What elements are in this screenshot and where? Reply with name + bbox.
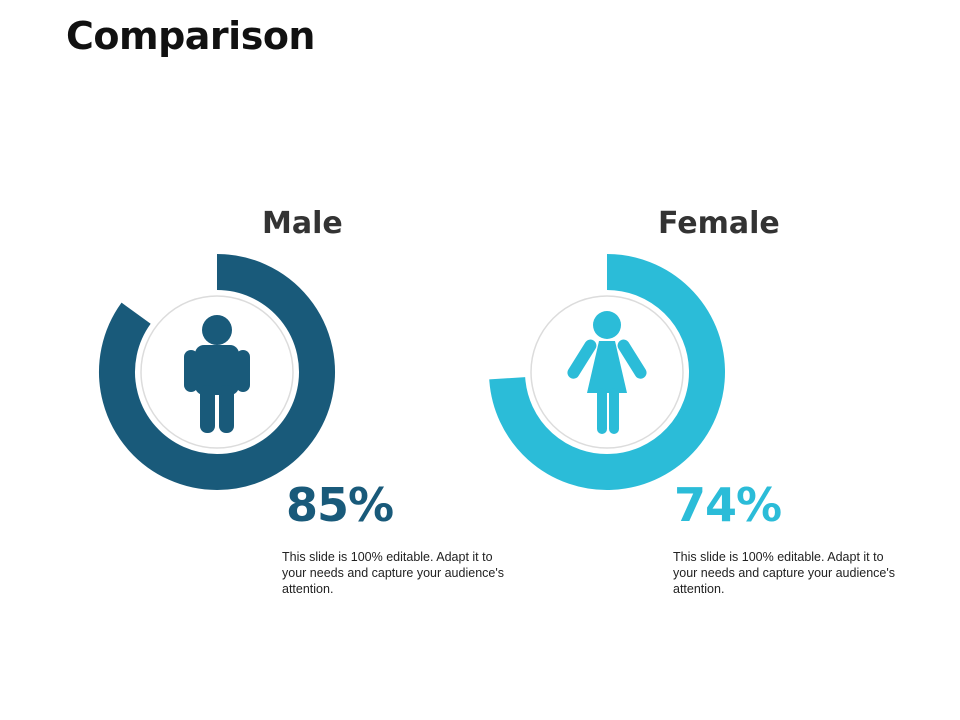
- male-ring-value-arc: [99, 254, 335, 490]
- male-donut-chart: [99, 254, 335, 490]
- male-percentage: 85%: [286, 478, 394, 532]
- female-label: Female: [658, 206, 780, 241]
- female-description: This slide is 100% editable. Adapt it to…: [673, 550, 895, 596]
- female-panel: Female 74% This slide is 100% editable. …: [480, 0, 960, 720]
- female-inner-circle: [530, 295, 684, 449]
- female-percentage: 74%: [674, 478, 782, 532]
- male-panel: Male 85% This slide is 100% editable. Ad…: [99, 206, 504, 596]
- male-description: This slide is 100% editable. Adapt it to…: [282, 550, 504, 596]
- male-person-icon: [184, 315, 250, 433]
- slide-title: Comparison: [66, 14, 315, 58]
- female-person-icon: [567, 311, 647, 434]
- female-ring-value-arc: [489, 254, 725, 490]
- female-donut-chart: [489, 254, 725, 490]
- male-inner-circle: [140, 295, 294, 449]
- male-label: Male: [262, 206, 343, 241]
